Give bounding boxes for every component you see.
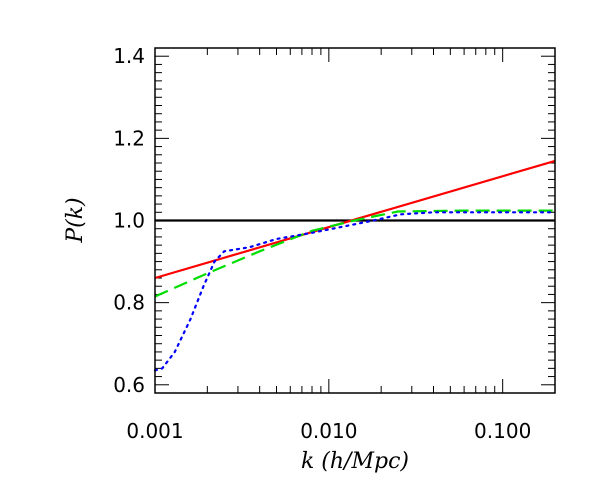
x-tick-label: 0.010 <box>300 419 357 443</box>
y-tick-label: 0.8 <box>113 291 145 315</box>
y-tick-label: 1.4 <box>113 44 145 68</box>
plot-frame <box>154 47 556 394</box>
y-tick-label: 0.6 <box>113 373 145 397</box>
y-tick-label: 1.2 <box>113 126 145 150</box>
y-axis-label: P(k) <box>63 197 88 243</box>
y-tick-label: 1.0 <box>113 209 145 233</box>
series-lines <box>153 159 557 372</box>
series-line-dotted <box>153 211 557 372</box>
x-tick-label: 0.100 <box>474 419 531 443</box>
x-axis-label: k (h/Mpc) <box>301 449 409 474</box>
series-line-dashed <box>154 209 555 298</box>
x-tick-label: 0.001 <box>126 419 183 443</box>
tick-labels: 0.001 0.010 0.100 0.6 0.8 1.0 1.2 1.4 <box>113 44 531 443</box>
